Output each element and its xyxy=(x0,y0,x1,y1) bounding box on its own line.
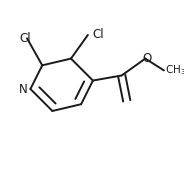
Text: Cl: Cl xyxy=(20,32,31,45)
Text: Cl: Cl xyxy=(92,28,104,41)
Text: O: O xyxy=(142,52,152,65)
Text: CH$_3$: CH$_3$ xyxy=(165,64,184,77)
Text: N: N xyxy=(18,82,27,96)
